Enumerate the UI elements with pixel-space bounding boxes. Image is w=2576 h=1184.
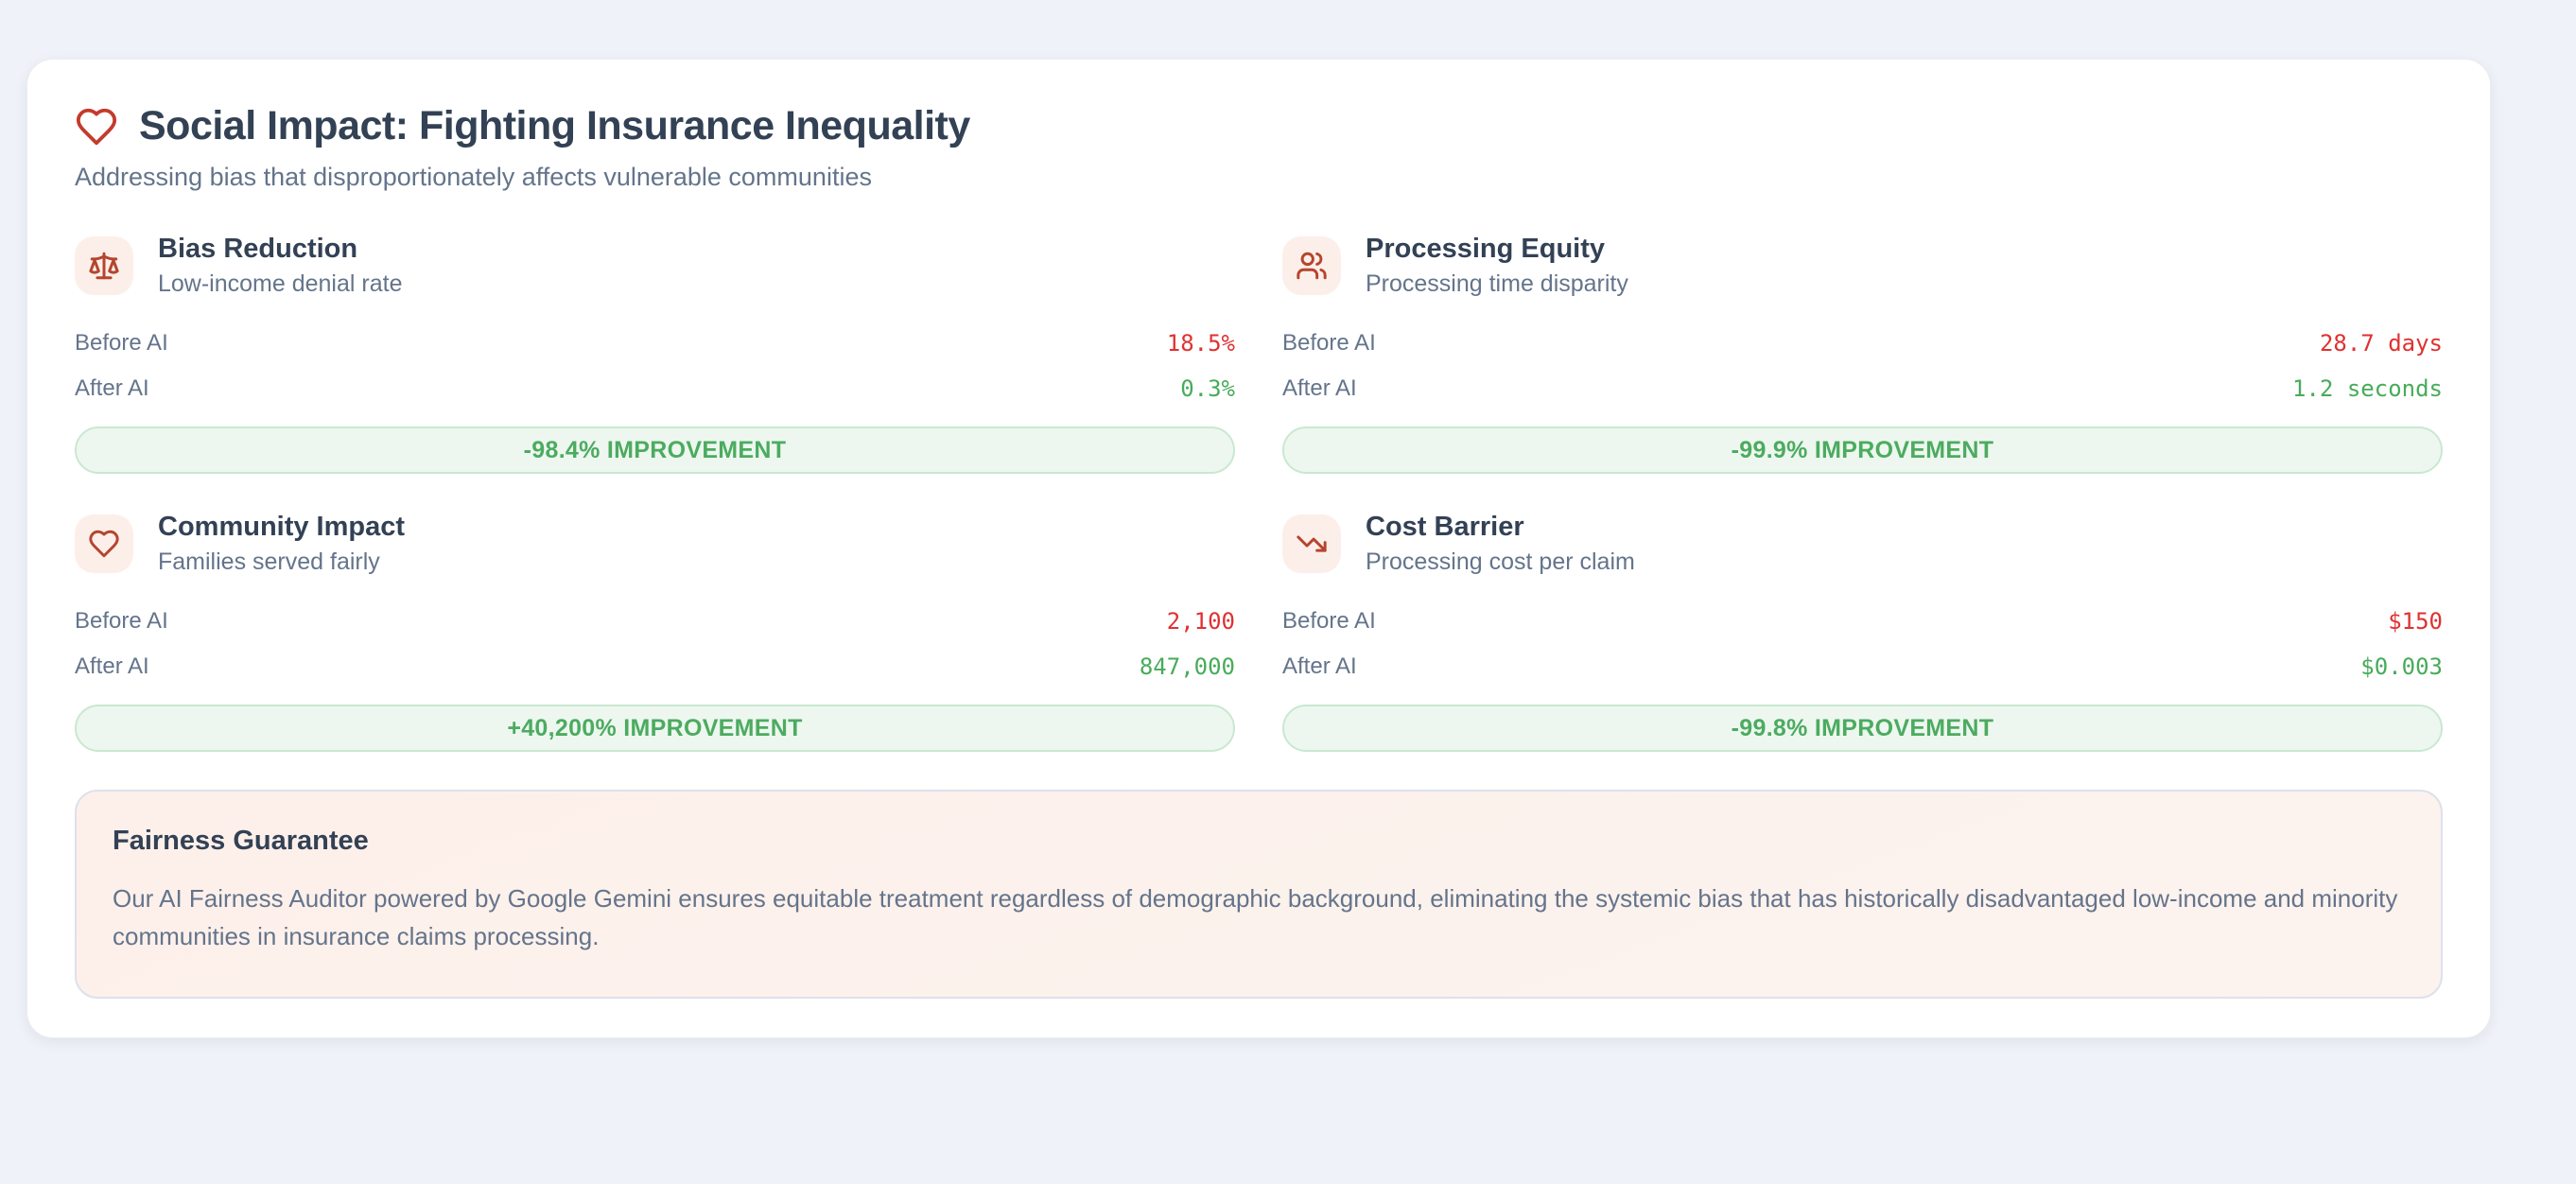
metric-title: Bias Reduction — [158, 234, 358, 264]
metric-icon-chip — [1282, 236, 1341, 295]
metric-icon-chip — [75, 236, 133, 295]
after-label: After AI — [75, 375, 149, 401]
social-impact-card: Social Impact: Fighting Insurance Inequa… — [26, 59, 2491, 1038]
after-value: 1.2 seconds — [2292, 375, 2443, 402]
metric-icon-chip — [75, 514, 133, 573]
before-label: Before AI — [75, 330, 168, 356]
after-row: After AI 0.3% — [75, 366, 1235, 411]
after-value: $0.003 — [2360, 653, 2443, 680]
metric-title: Community Impact — [158, 512, 406, 542]
after-row: After AI $0.003 — [1282, 644, 2443, 689]
after-label: After AI — [1282, 653, 1357, 679]
after-value: 0.3% — [1180, 375, 1235, 402]
metric-card-bias-reduction: Bias Reduction Low-income denial rate Be… — [75, 232, 1235, 474]
metric-subtitle: Processing time disparity — [1366, 270, 1628, 297]
users-icon — [1296, 250, 1328, 282]
fairness-title: Fairness Guarantee — [113, 826, 369, 856]
metric-icon-chip — [1282, 514, 1341, 573]
metric-card-community-impact: Community Impact Families served fairly … — [75, 510, 1235, 752]
after-label: After AI — [75, 653, 149, 679]
metric-title: Cost Barrier — [1366, 512, 1524, 542]
before-row: Before AI 28.7 days — [1282, 321, 2443, 366]
after-row: After AI 847,000 — [75, 644, 1235, 689]
heart-icon — [75, 105, 118, 148]
after-value: 847,000 — [1139, 653, 1235, 680]
metrics-grid: Bias Reduction Low-income denial rate Be… — [75, 232, 2443, 752]
improvement-badge: -99.9% IMPROVEMENT — [1282, 427, 2443, 474]
improvement-badge: -98.4% IMPROVEMENT — [75, 427, 1235, 474]
heart-icon — [88, 528, 120, 560]
before-value: 28.7 days — [2319, 330, 2443, 357]
before-label: Before AI — [75, 608, 168, 634]
metric-subtitle: Families served fairly — [158, 548, 380, 575]
page-title: Social Impact: Fighting Insurance Inequa… — [139, 103, 970, 148]
improvement-badge: +40,200% IMPROVEMENT — [75, 705, 1235, 752]
trending-down-icon — [1296, 528, 1328, 560]
before-row: Before AI 2,100 — [75, 599, 1235, 644]
before-row: Before AI 18.5% — [75, 321, 1235, 366]
before-value: $150 — [2388, 608, 2443, 635]
before-value: 2,100 — [1166, 608, 1235, 635]
metric-subtitle: Low-income denial rate — [158, 270, 403, 297]
metric-card-processing-equity: Processing Equity Processing time dispar… — [1282, 232, 2443, 474]
improvement-badge: -99.8% IMPROVEMENT — [1282, 705, 2443, 752]
fairness-body: Our AI Fairness Auditor powered by Googl… — [113, 884, 2398, 950]
page-subtitle: Addressing bias that disproportionately … — [75, 163, 872, 191]
after-row: After AI 1.2 seconds — [1282, 366, 2443, 411]
before-row: Before AI $150 — [1282, 599, 2443, 644]
after-label: After AI — [1282, 375, 1357, 401]
metric-subtitle: Processing cost per claim — [1366, 548, 1635, 575]
before-label: Before AI — [1282, 330, 1376, 356]
metric-title: Processing Equity — [1366, 234, 1606, 264]
before-label: Before AI — [1282, 608, 1376, 634]
scale-icon — [88, 250, 120, 282]
metric-card-cost-barrier: Cost Barrier Processing cost per claim B… — [1282, 510, 2443, 752]
card-header: Social Impact: Fighting Insurance Inequa… — [75, 103, 2443, 149]
fairness-guarantee-panel: Fairness Guarantee Our AI Fairness Audit… — [75, 790, 2443, 999]
before-value: 18.5% — [1166, 330, 1235, 357]
